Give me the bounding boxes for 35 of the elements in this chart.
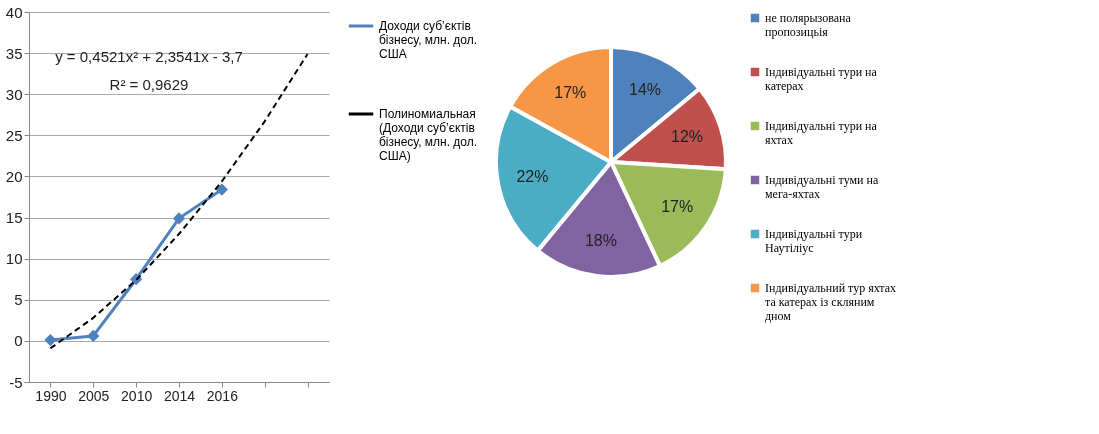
y-tick-label: 30 <box>5 85 23 103</box>
point <box>215 183 228 196</box>
legend-label: Індивідуальні тури Наутіліус <box>765 227 863 255</box>
legend-label: Індивідуальний тур яхтах та катерах із скляним дном <box>765 281 897 323</box>
y-tick-label: -5 <box>9 373 23 391</box>
x-tick-label: 2016 <box>206 387 239 404</box>
y-tick-label: 5 <box>14 291 23 309</box>
x-tick-label: 2005 <box>78 387 110 404</box>
y-tick-label: 25 <box>5 126 23 144</box>
y-tick-label: 20 <box>5 167 23 185</box>
y-tick-label: 15 <box>5 209 23 227</box>
annotation: y = 0,4521x² + 2,3541x - 3,7 <box>55 48 243 65</box>
data-label: 17% <box>554 84 587 102</box>
data-label: 17% <box>661 197 694 215</box>
annotation: R² = 0,9629 <box>109 76 189 93</box>
y-tick-label: 40 <box>5 3 23 21</box>
y-tick-label: 0 <box>14 332 23 350</box>
y-tick-label: 10 <box>5 250 23 268</box>
legend-label: Індивідуальні туми на мега-яхтах <box>765 173 879 201</box>
legend-label: не полярызована пропозицьія <box>765 11 852 39</box>
x-tick-label: 2010 <box>121 387 153 404</box>
point <box>87 329 100 343</box>
point <box>172 212 186 225</box>
point <box>44 333 57 347</box>
legend-label: Полиномиальная (Доходи суб’єктів бізнесу, млн. дол. США) <box>379 107 478 163</box>
data-label: 12% <box>671 128 704 146</box>
data-label: 22% <box>516 167 549 185</box>
data-label: 14% <box>629 80 662 98</box>
legend-label: Індивідуальні тури на яхтах <box>765 119 878 147</box>
legend-label: Індивідуальні тури на катерах <box>765 65 878 93</box>
y-tick-label: 35 <box>5 44 23 62</box>
legend-label: Доходи суб’єктів бізнесу, млн. дол. США <box>379 19 478 61</box>
x-tick-label: 1990 <box>35 387 67 404</box>
x-tick-label: 2014 <box>163 387 196 404</box>
data-label: 18% <box>584 232 617 250</box>
